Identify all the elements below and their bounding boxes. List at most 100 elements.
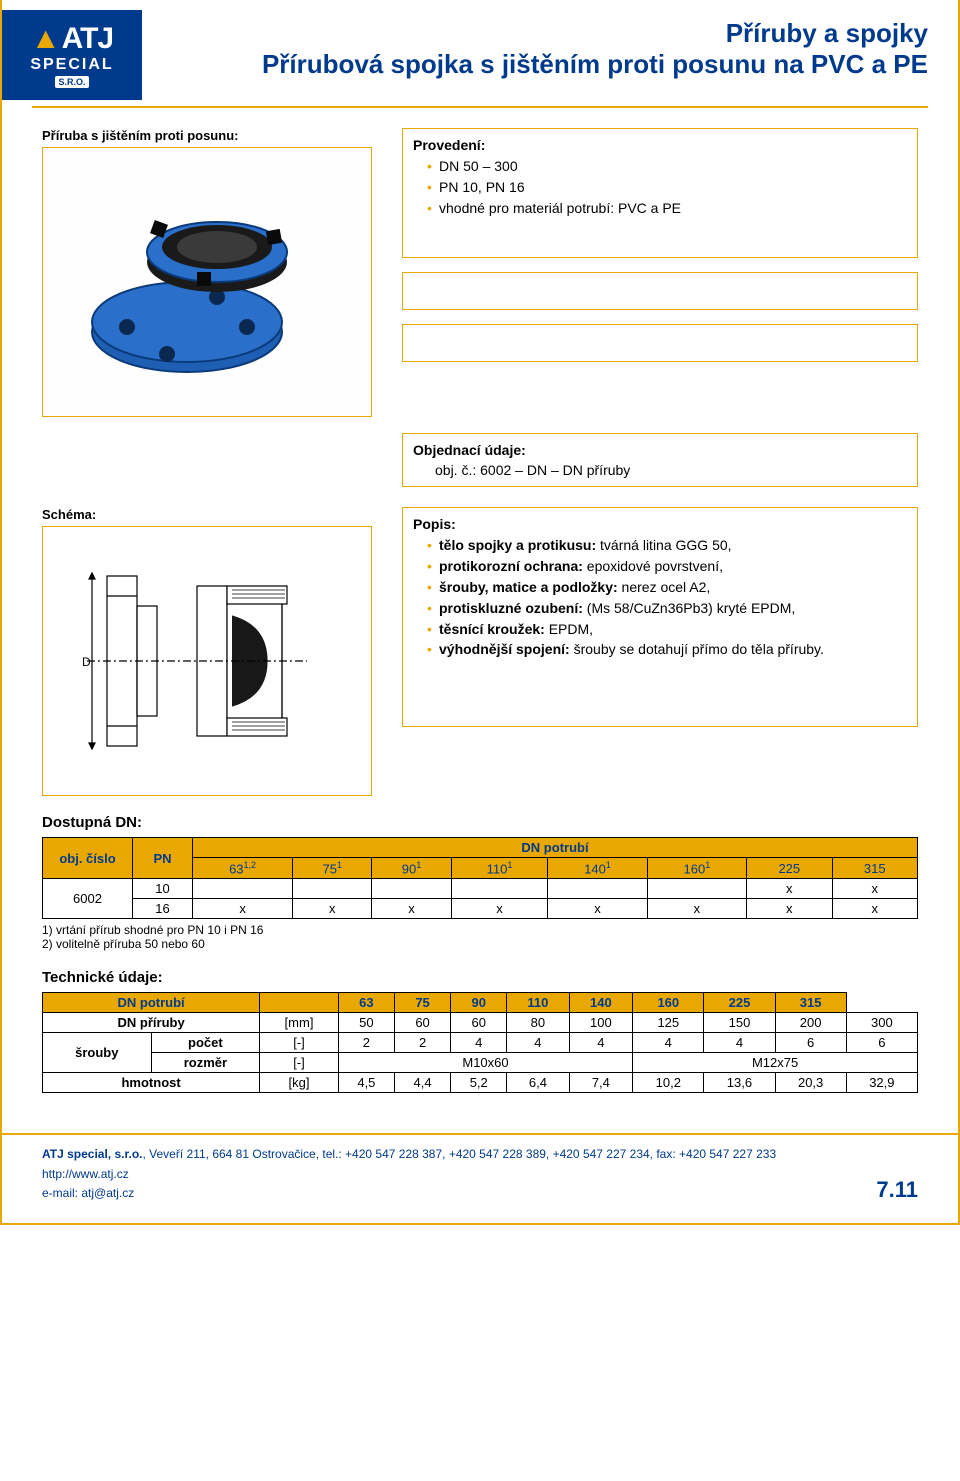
cell: x [832,879,917,899]
cell: 5,2 [451,1073,507,1093]
cell: x [548,899,647,919]
header: ▲ ATJ SPECIAL S.R.O. Příruby a spojky Př… [2,0,958,100]
footer-line3: e-mail: atj@atj.cz [42,1184,776,1203]
dostupna-table: obj. číslo PN DN potrubí 631,27519011101… [42,837,918,919]
logo-accent: ▲ [31,22,60,56]
cell: rozměr [151,1053,260,1073]
cell [372,879,451,899]
objednaci-line: obj. č.: 6002 – DN – DN příruby [413,462,907,478]
th: DN potrubí [43,993,260,1013]
th [260,993,339,1013]
cell: 4 [704,1033,775,1053]
cell: M10x60 [338,1053,632,1073]
footnotes: 1) vrtání přírub shodné pro PN 10 i PN 1… [42,923,918,951]
th-col: 315 [832,858,917,879]
objednaci-label: Objednací údaje: [413,442,907,458]
popis-box: Popis: tělo spojky a protikusu: tvárná l… [402,507,918,727]
footer: ATJ special, s.r.o., Veveří 211, 664 81 … [2,1133,958,1203]
th-col: 901 [372,858,451,879]
cell: x [832,899,917,919]
schema-drawing: D [42,526,372,796]
list-item: těsnící kroužek: EPDM, [427,620,907,639]
cell: 6,4 [507,1073,569,1093]
cell: 4 [569,1033,633,1053]
cell: x [747,899,832,919]
th: 160 [633,993,704,1013]
cell: x [451,899,548,919]
product-image-label: Příruba s jištěním proti posunu: [42,128,372,143]
cell: 4 [451,1033,507,1053]
provedeni-label: Provedení: [413,137,907,153]
th: 75 [394,993,450,1013]
doc-title-2: Přírubová spojka s jištěním proti posunu… [142,49,928,80]
cell: 200 [775,1013,846,1033]
schema-svg: D [67,546,347,776]
th-col: 631,2 [193,858,293,879]
dostupna-label: Dostupná DN: [42,814,918,831]
cell: [kg] [260,1073,339,1093]
logo-brand-top: ATJ [62,22,113,56]
th: 110 [507,993,569,1013]
doc-title-1: Příruby a spojky [142,18,928,49]
objednaci-box: Objednací údaje: obj. č.: 6002 – DN – DN… [402,433,918,487]
empty-box-1 [402,272,918,310]
list-item: výhodnější spojení: šrouby se dotahují p… [427,640,907,659]
page: ▲ ATJ SPECIAL S.R.O. Příruby a spojky Př… [0,0,960,1225]
schema-label: Schéma: [42,507,372,522]
th-pn: PN [133,838,193,879]
cell: šrouby [43,1033,152,1073]
th-col: 751 [293,858,372,879]
cell: 300 [846,1013,917,1033]
cell: M12x75 [633,1053,918,1073]
cell: 60 [394,1013,450,1033]
content: Příruba s jištěním proti posunu: [2,108,958,1103]
cell: [-] [260,1033,339,1053]
cell: x [193,899,293,919]
provedeni-box: Provedení: DN 50 – 300 PN 10, PN 16 vhod… [402,128,918,258]
cell: 50 [338,1013,394,1033]
list-item: protiskluzné ozubení: (Ms 58/CuZn36Pb3) … [427,599,907,618]
logo-brand-mid: SPECIAL [30,56,113,74]
list-item: tělo spojky a protikusu: tvárná litina G… [427,536,907,555]
popis-label: Popis: [413,516,907,532]
list-item: šrouby, matice a podložky: nerez ocel A2… [427,578,907,597]
cell: 4 [633,1033,704,1053]
cell-pn: 16 [133,899,193,919]
cell: počet [151,1033,260,1053]
th: 140 [569,993,633,1013]
th: 315 [775,993,846,1013]
cell-obj: 6002 [43,879,133,919]
th: 90 [451,993,507,1013]
cell: 2 [394,1033,450,1053]
cell [647,879,746,899]
th: 225 [704,993,775,1013]
list-item: vhodné pro materiál potrubí: PVC a PE [427,199,907,218]
th-col: 1601 [647,858,746,879]
cell: 6 [846,1033,917,1053]
technicke-label: Technické údaje: [42,969,918,986]
cell: 20,3 [775,1073,846,1093]
cell: x [747,879,832,899]
cell: x [647,899,746,919]
cell [451,879,548,899]
footer-line1: ATJ special, s.r.o., Veveří 211, 664 81 … [42,1145,776,1164]
cell [193,879,293,899]
cell: 60 [451,1013,507,1033]
technicke-table: DN potrubí637590110140160225315 DN příru… [42,992,918,1093]
cell: 32,9 [846,1073,917,1093]
cell: 10,2 [633,1073,704,1093]
cell [293,879,372,899]
logo-sro: S.R.O. [55,76,88,88]
cell: [mm] [260,1013,339,1033]
cell: x [293,899,372,919]
flange-illustration [77,172,337,392]
cell: 6 [775,1033,846,1053]
list-item: DN 50 – 300 [427,157,907,176]
cell: 4,5 [338,1073,394,1093]
product-image [42,147,372,417]
list-item: PN 10, PN 16 [427,178,907,197]
cell: hmotnost [43,1073,260,1093]
th-col: 225 [747,858,832,879]
cell: 4 [507,1033,569,1053]
cell: 80 [507,1013,569,1033]
